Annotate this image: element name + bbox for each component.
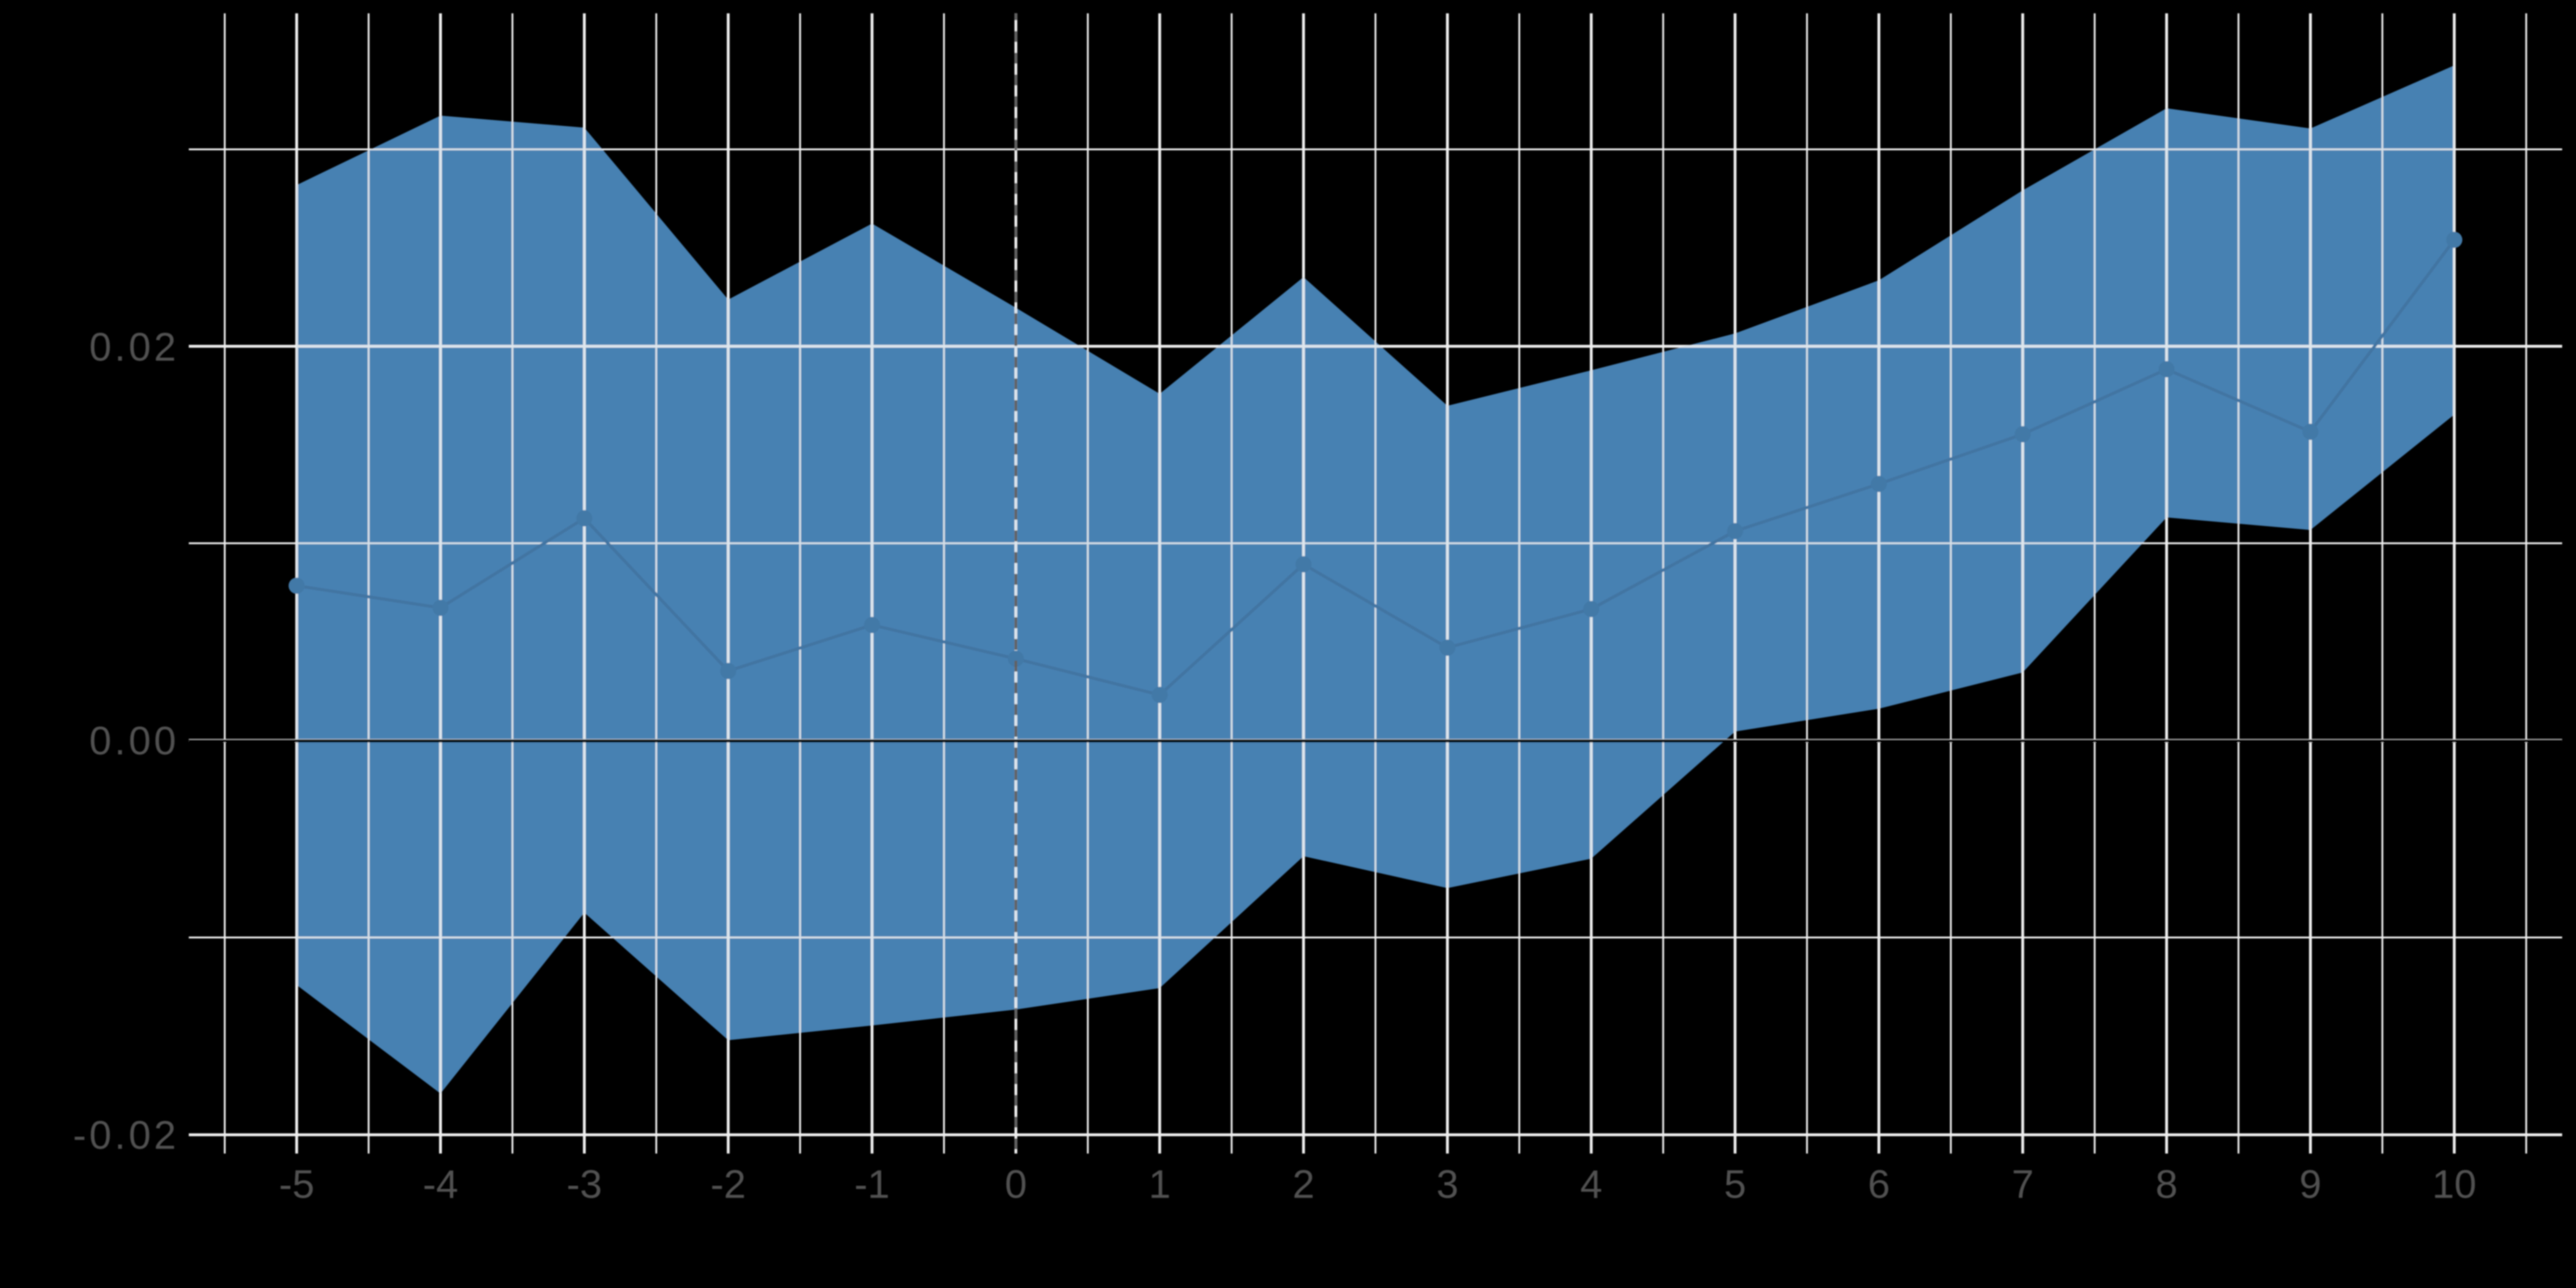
svg-text:-1: -1 — [854, 1162, 890, 1206]
svg-text:-2: -2 — [710, 1162, 746, 1206]
svg-text:5: 5 — [1724, 1162, 1746, 1206]
svg-text:7: 7 — [2012, 1162, 2034, 1206]
svg-text:8: 8 — [2155, 1162, 2177, 1206]
svg-text:3: 3 — [1436, 1162, 1459, 1206]
svg-text:-0.02: -0.02 — [73, 1113, 179, 1157]
svg-text:10: 10 — [2432, 1162, 2476, 1206]
svg-text:9: 9 — [2299, 1162, 2321, 1206]
svg-text:1: 1 — [1149, 1162, 1171, 1206]
svg-text:-3: -3 — [567, 1162, 602, 1206]
svg-text:2: 2 — [1292, 1162, 1314, 1206]
svg-text:-4: -4 — [423, 1162, 458, 1206]
svg-text:0.00: 0.00 — [89, 718, 179, 763]
svg-text:0: 0 — [1005, 1162, 1027, 1206]
svg-text:-5: -5 — [279, 1162, 315, 1206]
svg-text:0.02: 0.02 — [89, 324, 179, 369]
svg-text:4: 4 — [1580, 1162, 1602, 1206]
svg-text:6: 6 — [1868, 1162, 1890, 1206]
